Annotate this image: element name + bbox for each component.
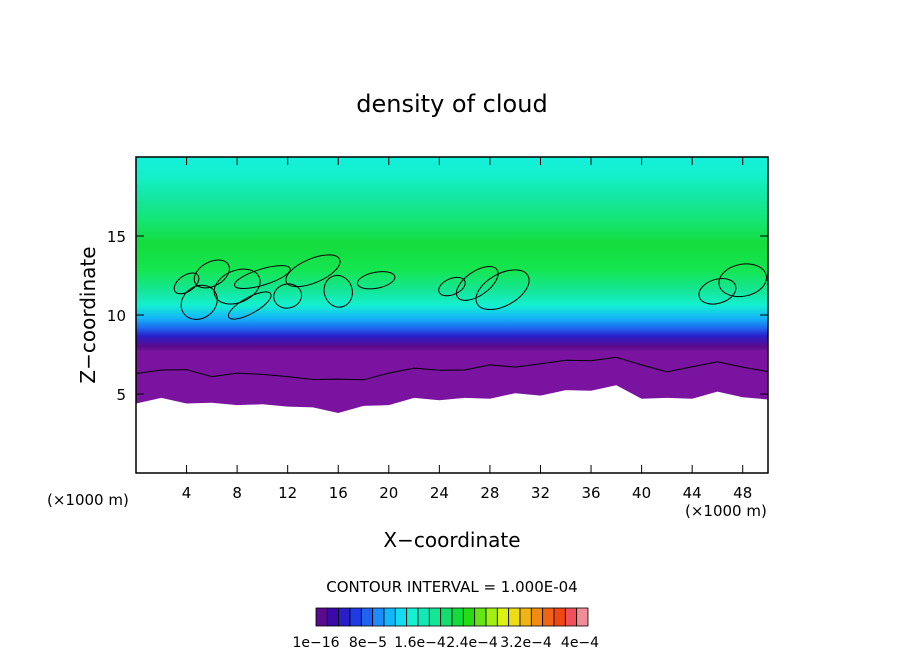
plot-area: [136, 157, 768, 473]
colorbar-swatch: [564, 607, 578, 627]
colorbar-label: 8e−5: [349, 635, 387, 651]
colorbar-swatch: [406, 607, 419, 627]
cloud-base-contour: [136, 356, 768, 381]
colorbar-label: 1.6e−4: [394, 635, 446, 651]
colorbar-swatch: [530, 607, 544, 627]
x-tick-label: 48: [733, 484, 752, 502]
colorbar-label: 2.4e−4: [446, 635, 498, 651]
colorbar-swatch: [428, 607, 442, 627]
contour-interval-label: CONTOUR INTERVAL = 1.000E-04: [326, 578, 577, 596]
colorbar-swatch: [349, 607, 362, 627]
contour-cell: [227, 291, 272, 320]
x-axis-unit-right: (×1000 m): [685, 502, 767, 520]
colorbar-swatch: [372, 607, 385, 627]
colorbar-swatch: [383, 607, 396, 627]
colorbar-swatch: [315, 607, 328, 627]
contour-cell: [698, 278, 737, 305]
colorbar-swatch: [440, 607, 453, 627]
colorbar-swatch: [485, 607, 498, 627]
x-tick-label: 4: [182, 484, 192, 502]
colorbar-swatch: [462, 607, 476, 627]
colorbar-swatch: [542, 607, 555, 627]
colorbar-swatch: [474, 607, 487, 627]
cloud-density-field: [136, 157, 768, 413]
contour-cell: [213, 268, 261, 305]
colorbar-swatch: [508, 607, 521, 627]
colorbar-swatch: [417, 607, 430, 627]
contour-cell: [193, 259, 230, 289]
x-tick-label: 40: [632, 484, 651, 502]
colorbar-labels: 1e−16 8e−5 1.6e−4 2.4e−4 3.2e−4 4e−4: [292, 635, 599, 651]
contour-cell: [438, 276, 466, 297]
colorbar-swatch: [394, 607, 408, 627]
colorbar-swatch: [451, 607, 464, 627]
contour-cell: [323, 274, 353, 308]
x-tick-label: 16: [329, 484, 348, 502]
colorbar-swatch: [576, 607, 589, 627]
x-tick-label: 28: [480, 484, 499, 502]
y-tick-label: 15: [107, 228, 126, 246]
x-tick-label: 24: [430, 484, 449, 502]
x-tick-label: 20: [379, 484, 398, 502]
contour-cell: [356, 271, 396, 290]
contour-cell: [234, 265, 291, 290]
colorbar-swatch: [326, 607, 340, 627]
contour-cells: [173, 254, 767, 320]
colorbar: [315, 607, 589, 627]
colorbar-label: 4e−4: [561, 635, 599, 651]
colorbar-swatch: [553, 607, 566, 627]
colorbar-swatch: [496, 607, 510, 627]
y-axis-label: Z−coordinate: [76, 246, 100, 383]
x-axis-label: X−coordinate: [383, 528, 520, 552]
y-tick-label: 5: [116, 386, 126, 404]
chart-title: density of cloud: [356, 90, 547, 118]
colorbar-label: 1e−16: [292, 635, 339, 651]
x-tick-label: 8: [232, 484, 242, 502]
contour-cell: [173, 272, 200, 295]
x-axis-unit-left: (×1000 m): [47, 491, 129, 509]
colorbar-swatch: [519, 607, 532, 627]
colorbar-swatch: [338, 607, 351, 627]
colorbar-swatch: [360, 607, 374, 627]
x-tick-label: 12: [278, 484, 297, 502]
contour-cell: [285, 254, 341, 288]
contour-cell: [718, 263, 767, 298]
x-tick-label: 32: [531, 484, 550, 502]
x-axis-ticks: 4 8 12 16 20 24 28 32 36 40 44 48: [182, 157, 752, 502]
contour-cell: [475, 269, 530, 311]
colorbar-label: 3.2e−4: [500, 635, 552, 651]
y-axis-ticks: 5 10 15: [107, 228, 768, 404]
contour-cell: [273, 283, 303, 309]
contour-cell: [455, 265, 499, 301]
x-tick-label: 44: [683, 484, 702, 502]
x-tick-label: 36: [581, 484, 600, 502]
y-tick-label: 10: [107, 307, 126, 325]
contour-cell: [180, 284, 218, 320]
